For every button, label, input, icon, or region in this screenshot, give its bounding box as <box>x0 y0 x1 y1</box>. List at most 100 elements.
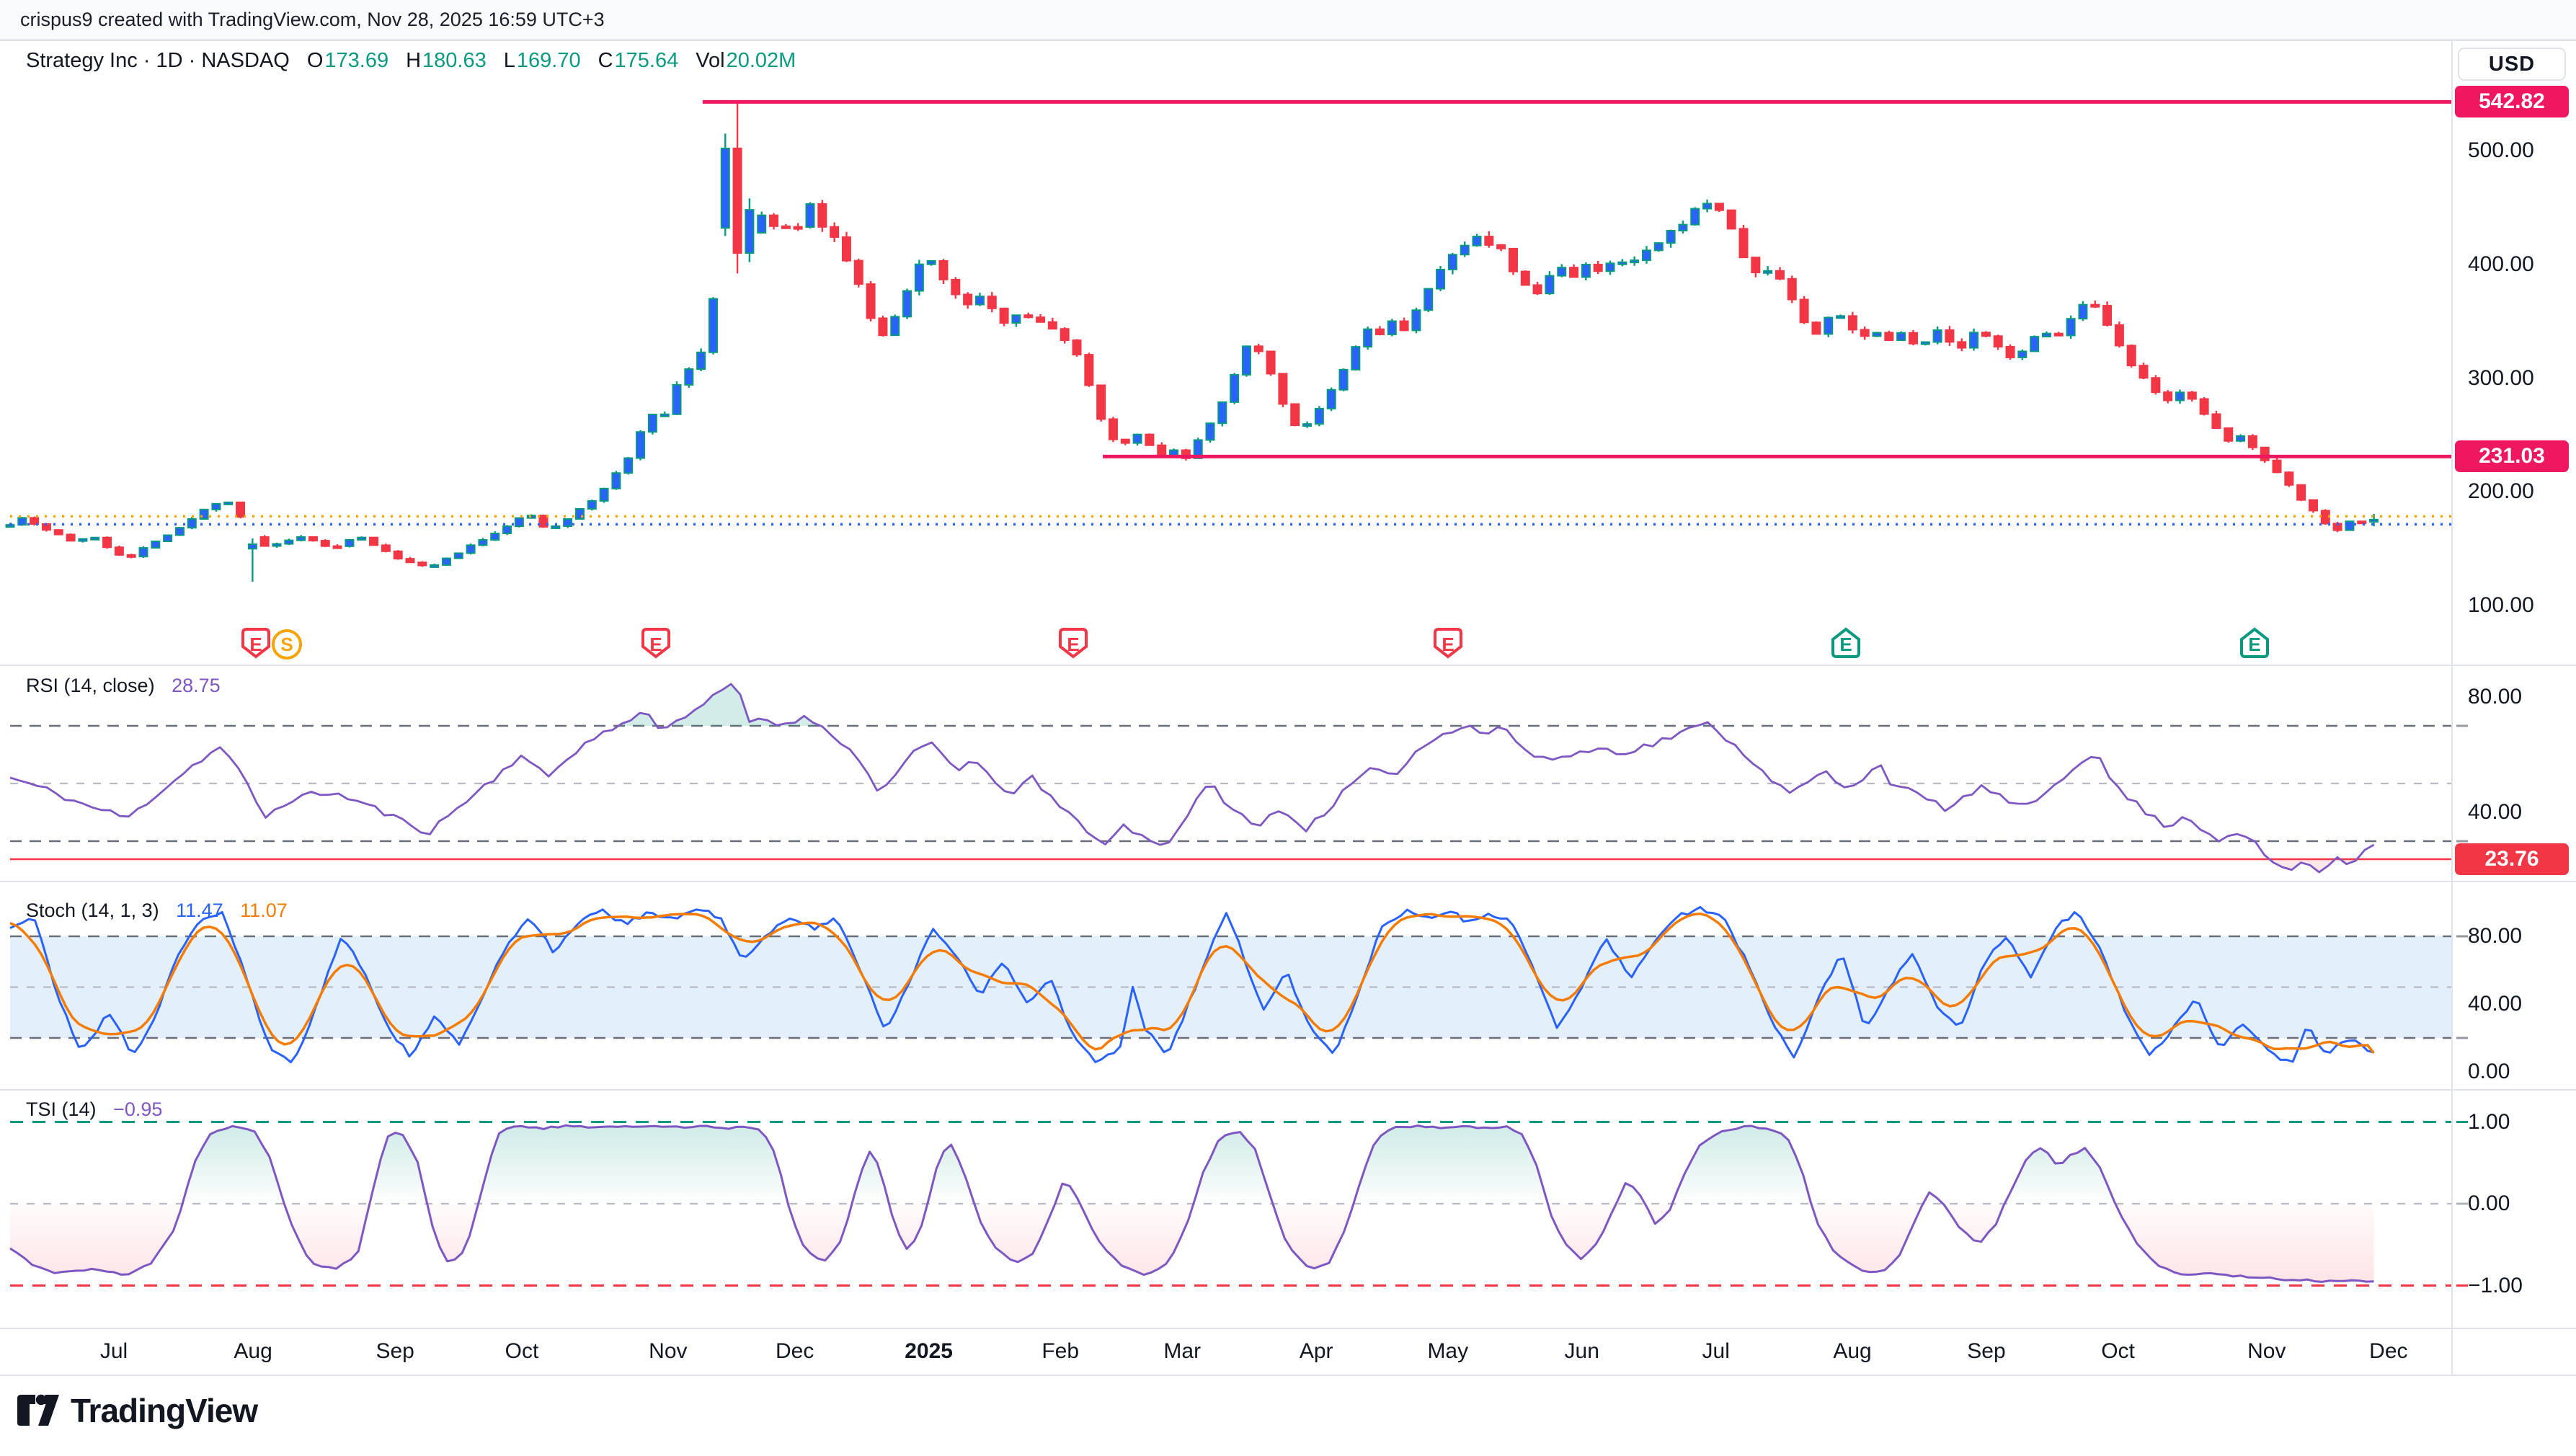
rsi-line <box>9 683 2375 874</box>
candle-body <box>1545 275 1555 295</box>
earnings-miss-badge[interactable]: E <box>1431 626 1465 663</box>
time-tick-jul: Jul <box>99 1339 128 1363</box>
candle-body <box>926 259 936 265</box>
candle-body <box>853 259 863 285</box>
candle-body <box>2053 332 2064 337</box>
price-level-badge[interactable]: 542.82 <box>2455 86 2569 118</box>
candle-body <box>2126 345 2136 367</box>
time-tick-nov: Nov <box>2247 1339 2286 1363</box>
candle-body <box>890 316 900 337</box>
earnings-miss-badge[interactable]: E <box>1057 626 1090 663</box>
earnings-icon: E <box>1434 628 1463 659</box>
candle-body <box>2284 471 2294 486</box>
candle-body <box>430 564 440 568</box>
stoch-label[interactable]: Stoch (14, 1, 3) <box>26 900 159 921</box>
ohlc-values: O173.69 H180.63 L169.70 C175.64 Vol20.02M <box>290 49 796 72</box>
candle-body <box>2247 435 2257 448</box>
symbol-title[interactable]: Strategy Inc · 1D · NASDAQ <box>26 49 290 72</box>
candle-body <box>1653 242 1664 252</box>
candle-body <box>1508 247 1518 272</box>
earnings-miss-badge[interactable]: E <box>239 626 272 663</box>
attribution-text: crispus9 created with TradingView.com, N… <box>20 9 605 30</box>
time-tick-aug: Aug <box>1833 1339 1872 1363</box>
candle-body <box>599 487 609 502</box>
candle-body <box>914 263 924 292</box>
candle-body <box>2260 446 2270 461</box>
candle-body <box>1847 315 1857 331</box>
price-tick-label: 300.00 <box>2468 365 2534 390</box>
candle-body <box>1630 259 1640 264</box>
candle-body <box>114 546 124 556</box>
candle-body <box>284 539 294 545</box>
earnings-icon: E <box>1059 628 1088 659</box>
stoch-pane[interactable] <box>9 906 2452 1064</box>
candle-body <box>1374 328 1385 335</box>
ohlc-field-value: 175.64 <box>614 49 679 72</box>
candle-body <box>2308 499 2318 512</box>
candle-body <box>441 557 451 566</box>
rsi-label[interactable]: RSI (14, close) <box>26 675 155 696</box>
tradingview-logo[interactable]: TradingView <box>16 1391 258 1430</box>
candle-body <box>1436 268 1446 290</box>
candle-body <box>2296 484 2306 501</box>
candle-body <box>1860 329 1870 337</box>
earnings-beat-badge[interactable]: E <box>1829 626 1862 663</box>
rsi-pane-label[interactable]: RSI (14, close) 28.75 <box>26 675 221 697</box>
candle-body <box>466 544 476 554</box>
svg-text:E: E <box>1067 634 1079 655</box>
candle-body <box>1605 262 1615 272</box>
candle-body <box>805 203 815 228</box>
candle-body <box>1884 332 1894 341</box>
candle-body <box>1763 270 1773 274</box>
candle-body <box>381 544 391 552</box>
stoch-d-line <box>9 913 2375 1055</box>
time-tick-dec: Dec <box>775 1339 814 1363</box>
candle-body <box>308 536 318 542</box>
stoch-pane-label[interactable]: Stoch (14, 1, 3) 11.47 11.07 <box>26 900 288 922</box>
candle-body <box>1011 314 1021 324</box>
candle-body <box>551 525 561 529</box>
candle-body <box>1036 316 1046 323</box>
stoch-tick-label: 0.00 <box>2468 1060 2510 1083</box>
rsi-pane[interactable] <box>9 683 2452 874</box>
candle-body <box>902 290 912 318</box>
candle-body <box>1969 332 1979 349</box>
ohlc-field-label: Vol <box>696 49 725 72</box>
candle-body <box>90 536 100 541</box>
split-badge[interactable]: S <box>270 626 303 663</box>
candle-body <box>2151 377 2161 394</box>
candle-body <box>2138 365 2149 379</box>
earnings-beat-badge[interactable]: E <box>2238 626 2271 663</box>
candle-body <box>2017 350 2028 358</box>
candle-body <box>1363 328 1373 348</box>
symbol-title-row[interactable]: Strategy Inc · 1D · NASDAQ O173.69 H180.63… <box>26 49 796 75</box>
currency-toggle[interactable]: USD <box>2458 48 2566 81</box>
time-tick-oct: Oct <box>2101 1339 2135 1363</box>
earnings-miss-badge[interactable]: E <box>639 626 672 663</box>
candle-body <box>1787 278 1797 301</box>
candle-body <box>866 283 876 319</box>
candle-body <box>2114 324 2124 347</box>
candle-body <box>1484 236 1494 246</box>
price-pane[interactable] <box>5 99 2453 582</box>
candle-body <box>2175 391 2185 401</box>
svg-text:E: E <box>1839 634 1852 655</box>
candle-body <box>1060 328 1070 341</box>
candle-body <box>1908 332 1918 345</box>
tsi-label[interactable]: TSI (14) <box>26 1098 97 1120</box>
time-tick-apr: Apr <box>1299 1339 1333 1363</box>
candle-body <box>345 538 355 547</box>
tsi-pane[interactable] <box>9 1121 2452 1287</box>
rsi-level-badge[interactable]: 23.76 <box>2455 843 2569 875</box>
ohlc-field-value: 169.70 <box>516 49 581 72</box>
candle-body <box>1593 263 1603 272</box>
candle-body <box>1690 208 1700 226</box>
candle-body <box>174 527 185 536</box>
candle-body <box>1338 368 1349 391</box>
candle-body <box>1993 335 2003 348</box>
price-level-badge[interactable]: 231.03 <box>2455 440 2569 473</box>
tsi-tick-label: −1.00 <box>2468 1273 2523 1297</box>
tsi-pane-label[interactable]: TSI (14) −0.95 <box>26 1098 162 1121</box>
candle-body <box>817 203 827 228</box>
